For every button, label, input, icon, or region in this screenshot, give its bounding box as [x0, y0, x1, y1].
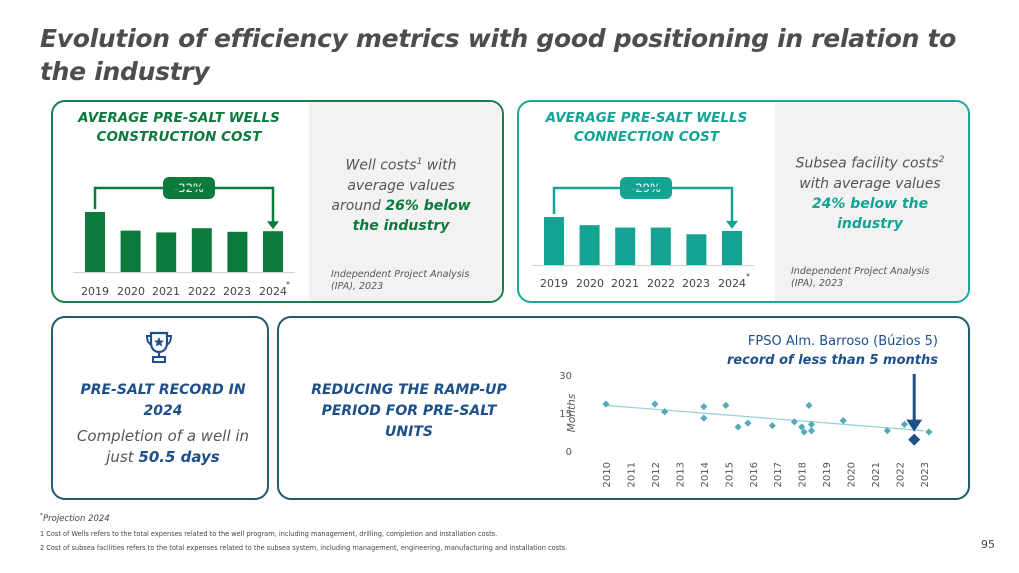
reduction-arrow	[93, 186, 275, 223]
x-tick-label: 2019	[822, 462, 833, 487]
year-label: 2024	[718, 277, 746, 290]
card-description: Subsea facility costs2 with average valu…	[795, 155, 945, 232]
annotation-unit-name: FPSO Alm. Barroso (Búzios 5)	[747, 334, 938, 349]
year-label: 2021	[611, 277, 639, 290]
x-tick-label: 2022	[896, 462, 907, 487]
bar	[85, 212, 105, 272]
bar	[263, 231, 283, 272]
data-point	[602, 400, 610, 408]
footnote-2: 2 Cost of subsea facilities refers to th…	[40, 544, 568, 552]
page-number: 95	[981, 538, 995, 551]
pre-salt-record-card: PRE-SALT RECORD IN 2024 Completion of a …	[51, 316, 269, 500]
card-source: Independent Project Analysis (IPA), 2023	[791, 266, 930, 289]
year-label: 2023	[682, 277, 710, 290]
card-title: REDUCING THE RAMP-UP PERIOD FOR PRE-SALT…	[311, 382, 507, 440]
x-tick-label: 2015	[724, 462, 735, 487]
bar	[686, 234, 707, 265]
card-title: AVERAGE PRE-SALT WELLS CONNECTION COST	[545, 110, 748, 145]
page-title: Evolution of efficiency metrics with goo…	[40, 24, 957, 86]
card-title: PRE-SALT RECORD IN 2024	[80, 382, 246, 419]
annotation-arrow-head	[906, 419, 923, 432]
data-point	[800, 428, 808, 436]
projection-note: *Projection 2024	[40, 512, 110, 524]
data-point	[768, 422, 776, 430]
data-point	[839, 417, 847, 425]
trophy-icon	[145, 331, 173, 363]
y-axis-label: Months	[566, 393, 578, 432]
construction-cost-bar-chart	[73, 186, 295, 273]
year-label: 2021	[152, 285, 180, 298]
data-point	[900, 420, 909, 428]
bar	[615, 227, 636, 265]
x-tick-label: 2020	[847, 462, 858, 487]
connection-cost-bar-chart	[532, 186, 754, 266]
year-label: 2024	[259, 285, 287, 298]
bar	[544, 217, 564, 265]
x-tick-label: 2012	[651, 462, 662, 487]
data-point	[744, 419, 752, 427]
bar	[579, 225, 600, 265]
arrow-head	[726, 220, 738, 229]
annotation-record: record of less than 5 months	[726, 353, 938, 368]
reduction-arrow	[552, 186, 734, 222]
data-point	[805, 401, 813, 409]
year-label: 2020	[117, 285, 145, 298]
x-tick-label: 2011	[626, 462, 637, 487]
bar	[191, 228, 212, 272]
year-label: 2020	[576, 277, 604, 290]
wells-connection-cost-card: AVERAGE PRE-SALT WELLS CONNECTION COST -…	[517, 100, 970, 303]
bar	[227, 231, 248, 272]
y-tick-label: 30	[559, 371, 572, 382]
wells-construction-cost-card: AVERAGE PRE-SALT WELLS CONSTRUCTION COST…	[51, 100, 504, 303]
bar	[120, 230, 141, 272]
year-label: 2022	[188, 285, 216, 298]
x-tick-label: 2016	[749, 462, 760, 487]
bar	[156, 232, 177, 272]
data-point	[700, 414, 708, 422]
footnote-1: 1 Cost of Wells refers to the total expe…	[40, 530, 498, 538]
data-point	[651, 400, 659, 408]
card-description: Well costs1 with average values around 2…	[331, 157, 471, 234]
x-tick-label: 2021	[871, 462, 882, 487]
data-point	[700, 403, 708, 411]
year-labels: 2019 2020 2021 2022 2023 2024 *	[519, 272, 779, 291]
y-tick-label: 15	[559, 409, 572, 420]
year-label: 2023	[223, 285, 251, 298]
year-label: 2022	[647, 277, 675, 290]
year-label: 2019	[81, 285, 109, 298]
record-data-point	[908, 433, 921, 446]
card-title: AVERAGE PRE-SALT WELLS CONSTRUCTION COST	[78, 110, 280, 145]
projection-marker: *	[286, 280, 290, 289]
data-point	[790, 418, 798, 426]
x-tick-label: 2014	[700, 462, 711, 487]
x-tick-label: 2018	[798, 462, 809, 487]
data-point	[661, 408, 669, 416]
projection-marker: *	[746, 272, 750, 281]
year-labels: 2019 2020 2021 2022 2023 2024 *	[53, 280, 313, 299]
x-tick-label: 2023	[920, 462, 931, 487]
x-tick-label: 2010	[602, 462, 613, 487]
ramp-up-period-card: REDUCING THE RAMP-UP PERIOD FOR PRE-SALT…	[277, 316, 970, 500]
data-point	[925, 428, 933, 436]
card-text-panel	[309, 102, 502, 301]
chart-annotation: FPSO Alm. Barroso (Búzios 5) record of l…	[727, 332, 938, 370]
trend-line	[605, 404, 925, 432]
data-point	[722, 401, 730, 409]
card-text-panel	[775, 102, 968, 301]
x-tick-label: 2017	[773, 462, 784, 487]
data-point	[883, 427, 891, 435]
x-tick-label: 2013	[675, 462, 686, 487]
card-source: Independent Project Analysis (IPA), 2023	[331, 269, 470, 292]
card-description: Completion of a well in just 50.5 days	[76, 427, 250, 466]
bar	[722, 230, 742, 265]
y-tick-label: 0	[566, 447, 572, 458]
ramp-up-scatter-chart: 0 15 30 Months 2010 2011 2012 2013 2014 2015 2016 2…	[559, 371, 933, 487]
data-point	[734, 423, 742, 431]
bar	[650, 227, 671, 265]
data-point	[807, 427, 816, 435]
year-label: 2019	[540, 277, 568, 290]
arrow-head	[267, 221, 279, 230]
